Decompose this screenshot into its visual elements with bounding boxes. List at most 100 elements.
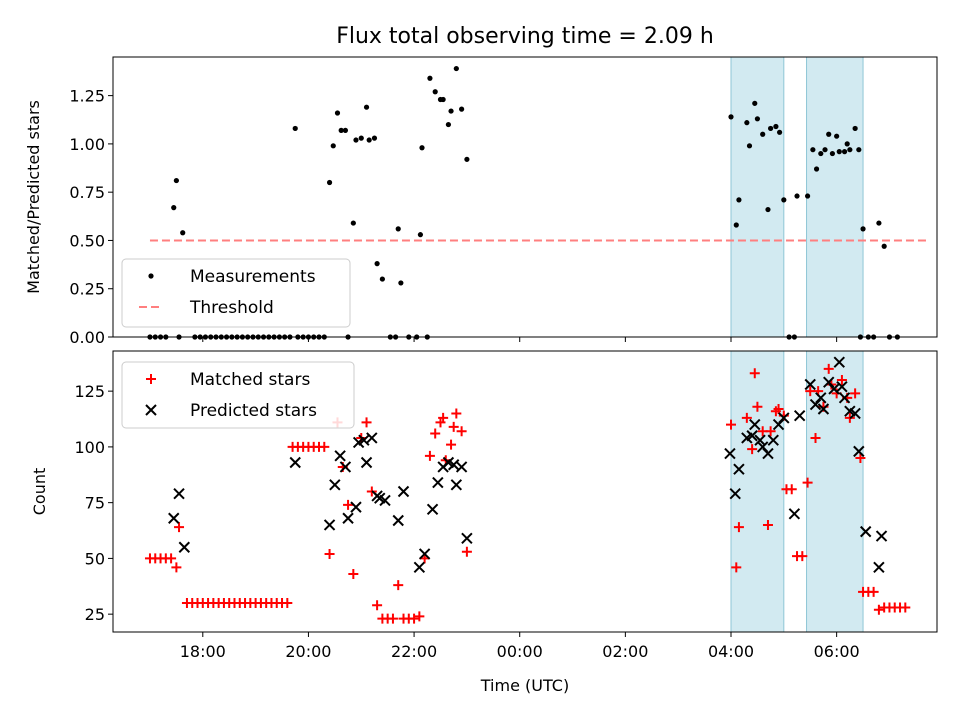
data-point (754, 116, 761, 122)
data-point (292, 125, 298, 132)
data-point (778, 412, 790, 424)
data-point (760, 131, 766, 137)
data-point (762, 447, 774, 460)
data-point (873, 604, 884, 615)
data-point (360, 456, 373, 469)
y-tick-label: 100 (74, 438, 105, 457)
data-point (334, 450, 346, 462)
data-point (849, 407, 861, 420)
data-point (432, 89, 438, 95)
data-point (168, 512, 180, 524)
data-point (752, 100, 758, 106)
data-point (324, 548, 335, 559)
y-axis-label: Matched/Predicted stars (24, 100, 43, 294)
data-point (786, 484, 797, 495)
data-point (794, 193, 800, 199)
data-point (323, 519, 336, 531)
data-point (342, 127, 349, 133)
y-tick-label: 0.25 (69, 280, 105, 299)
data-point (818, 150, 824, 157)
data-point (330, 143, 336, 149)
data-point (374, 261, 380, 267)
data-point (427, 75, 433, 81)
data-point (746, 430, 758, 442)
data-point (350, 220, 356, 226)
data-point (749, 368, 760, 379)
data-point (810, 147, 816, 153)
data-point (802, 477, 813, 488)
data-point (339, 461, 352, 473)
data-point (828, 383, 840, 395)
data-point (847, 147, 853, 153)
data-point (166, 553, 177, 564)
data-point (836, 380, 848, 393)
data-point (446, 439, 457, 450)
data-point (875, 530, 888, 542)
shaded-interval-2 (806, 56, 864, 338)
y-tick-label: 0.50 (69, 231, 105, 250)
legend-marker (148, 273, 154, 279)
data-point (459, 106, 465, 112)
x-tick-label: 20:00 (285, 642, 331, 661)
data-point (836, 374, 847, 385)
data-point (289, 456, 301, 469)
data-point (393, 580, 404, 591)
data-point (788, 508, 801, 520)
data-point (366, 432, 378, 444)
data-point (174, 522, 185, 533)
legend-label: Matched stars (190, 370, 310, 390)
data-point (395, 226, 401, 232)
y-tick-label: 75 (85, 494, 105, 513)
plot-frame (112, 350, 938, 633)
data-point (852, 125, 858, 132)
data-point (366, 137, 372, 143)
legend-box (121, 361, 355, 429)
x-tick-label: 02:00 (602, 642, 648, 661)
data-point (464, 156, 470, 162)
data-point (397, 485, 410, 498)
y-tick-label: 1.25 (69, 87, 105, 106)
data-point (736, 197, 742, 203)
data-point (282, 598, 293, 609)
data-point (733, 522, 744, 533)
data-point (900, 602, 911, 613)
data-point (413, 561, 426, 574)
legend-marker (146, 374, 156, 384)
data-point (414, 611, 425, 622)
data-point (804, 378, 816, 391)
data-point (448, 421, 459, 432)
data-point (804, 193, 811, 199)
legend: Measurements Threshold (121, 258, 351, 328)
x-tick-label: 04:00 (708, 642, 754, 661)
data-point (338, 127, 344, 133)
data-point (765, 206, 771, 213)
data-point (853, 445, 865, 458)
data-point (419, 145, 425, 151)
y-tick-label: 25 (85, 605, 105, 624)
data-point (461, 546, 472, 557)
data-point (754, 434, 766, 446)
data-point (363, 104, 370, 110)
data-point (797, 551, 808, 562)
data-point (813, 166, 820, 172)
legend: Matched stars Predicted stars (121, 361, 355, 429)
data-point (348, 569, 359, 580)
data-point (829, 150, 836, 157)
data-point (426, 503, 439, 516)
data-point (729, 488, 741, 500)
data-point (409, 613, 420, 624)
data-point (445, 121, 452, 128)
shaded-interval-2 (806, 350, 864, 633)
bottom-panel: 25 50 75 100 125 18:00 20:00 22:00 00:00 02:00 04:… (30, 350, 938, 695)
data-point (731, 562, 742, 573)
data-point (822, 147, 828, 153)
data-point (417, 232, 424, 238)
data-point (455, 461, 468, 473)
data-point (379, 276, 385, 282)
x-tick-label: 22:00 (391, 642, 437, 661)
data-point (741, 412, 752, 423)
data-point (350, 501, 362, 513)
data-point (776, 129, 783, 135)
legend-label: Predicted stars (190, 401, 317, 421)
data-point (424, 450, 435, 461)
